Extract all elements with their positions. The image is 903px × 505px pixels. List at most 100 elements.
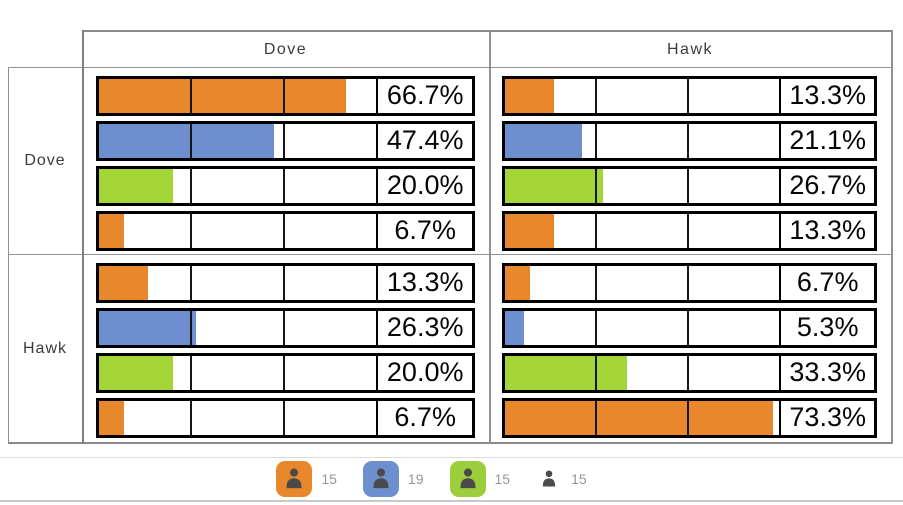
gridline	[686, 266, 689, 300]
bar-plot-area	[99, 311, 379, 345]
gridline	[282, 78, 285, 113]
person-icon	[536, 461, 562, 497]
bar-value-label: 33.3%	[789, 357, 866, 387]
gridline	[282, 168, 285, 203]
table-border	[82, 30, 84, 444]
cell-hawk-hawk: 6.7% 5.3% 33.3%	[489, 255, 891, 442]
gridline	[686, 401, 689, 435]
bar-plot-area	[505, 123, 782, 158]
bar-chart: 6.7%	[96, 210, 475, 251]
bar-chart: 73.3%	[502, 398, 877, 438]
bar-chart: 33.3%	[502, 353, 877, 393]
table-border	[8, 254, 893, 255]
column-header-hawk: Hawk	[666, 40, 713, 58]
bar-chart: 20.0%	[96, 165, 475, 206]
legend-item-blue: 19	[362, 461, 424, 497]
gridline	[595, 78, 598, 113]
person-icon	[276, 461, 313, 497]
bar	[99, 356, 175, 390]
bar	[99, 78, 348, 113]
gridline	[595, 213, 598, 248]
bar	[505, 356, 629, 390]
bar-chart: 6.7%	[96, 398, 475, 438]
bar-value-label: 26.7%	[789, 169, 866, 200]
bar-plot-area	[99, 123, 379, 158]
bar-value-label: 20.0%	[386, 357, 464, 387]
bar-plot-area	[99, 266, 379, 300]
bar-chart: 26.7%	[502, 165, 877, 206]
table-border	[891, 30, 893, 444]
bar-plot-area	[505, 356, 782, 390]
gridline	[282, 266, 285, 300]
bar-plot-area	[505, 401, 782, 435]
bar	[505, 168, 605, 203]
bar-chart: 26.3%	[96, 308, 475, 348]
bar	[99, 311, 199, 345]
bar-chart: 13.3%	[96, 263, 475, 303]
gridline	[595, 266, 598, 300]
bar	[505, 78, 556, 113]
gridline	[282, 311, 285, 345]
bar-plot-area	[99, 168, 379, 203]
bar-value-label: 21.1%	[789, 124, 866, 155]
gridline	[190, 78, 193, 113]
gridline	[686, 123, 689, 158]
legend-item-orange: 15	[276, 461, 337, 497]
row-header-hawk: Hawk	[22, 339, 67, 357]
gridline	[595, 401, 598, 435]
bar-value-label: 13.3%	[789, 79, 866, 110]
bar-value-label: 73.3%	[789, 402, 866, 432]
legend: 15 19 15 15	[0, 459, 883, 499]
bar-value-label: 13.3%	[789, 214, 866, 245]
bar-value-label: 13.3%	[386, 267, 464, 297]
bar	[505, 123, 585, 158]
bar-plot-area	[505, 168, 782, 203]
table-border	[8, 442, 893, 444]
gridline	[686, 213, 689, 248]
bar	[505, 213, 556, 248]
bar-plot-area	[505, 311, 782, 345]
gridline	[282, 401, 285, 435]
legend-item-plain: 15	[536, 461, 587, 497]
gridline	[282, 123, 285, 158]
bar-value-label: 6.7%	[394, 402, 456, 432]
gridline	[282, 213, 285, 248]
gridline	[686, 78, 689, 113]
table-border	[8, 67, 9, 444]
gridline	[595, 356, 598, 390]
bar-chart: 47.4%	[96, 120, 475, 161]
bar-chart: 13.3%	[502, 75, 877, 116]
table-border	[82, 30, 893, 32]
person-icon	[449, 461, 486, 497]
cell-dove-hawk: 13.3% 21.1% 26.7%	[489, 68, 891, 254]
person-icon	[362, 461, 399, 497]
gridline	[595, 311, 598, 345]
bar-value-label: 26.3%	[386, 312, 464, 342]
bar-value-label: 6.7%	[796, 267, 859, 297]
bar	[505, 266, 532, 300]
bar-plot-area	[99, 356, 379, 390]
bar	[99, 168, 175, 203]
gridline	[190, 168, 193, 203]
row-header-dove: Dove	[24, 152, 66, 169]
cell-hawk-dove: 13.3% 26.3% 20.0%	[82, 255, 489, 442]
bar-value-label: 47.4%	[386, 124, 464, 155]
legend-count: 15	[321, 471, 337, 487]
bar-value-label: 66.7%	[386, 79, 464, 110]
gridline	[686, 356, 689, 390]
bar-plot-area	[505, 78, 782, 113]
bar-chart: 5.3%	[502, 308, 877, 348]
table-border	[8, 67, 893, 68]
bar-value-label: 20.0%	[386, 169, 464, 200]
legend-count: 15	[571, 471, 587, 487]
bar-chart: 6.7%	[502, 263, 877, 303]
gridline	[190, 123, 193, 158]
bottom-border-line	[0, 500, 903, 502]
bar-plot-area	[505, 266, 782, 300]
gridline	[190, 401, 193, 435]
bar-chart: 21.1%	[502, 120, 877, 161]
gridline	[282, 356, 285, 390]
legend-item-green: 15	[449, 461, 510, 497]
table-border	[489, 30, 491, 444]
